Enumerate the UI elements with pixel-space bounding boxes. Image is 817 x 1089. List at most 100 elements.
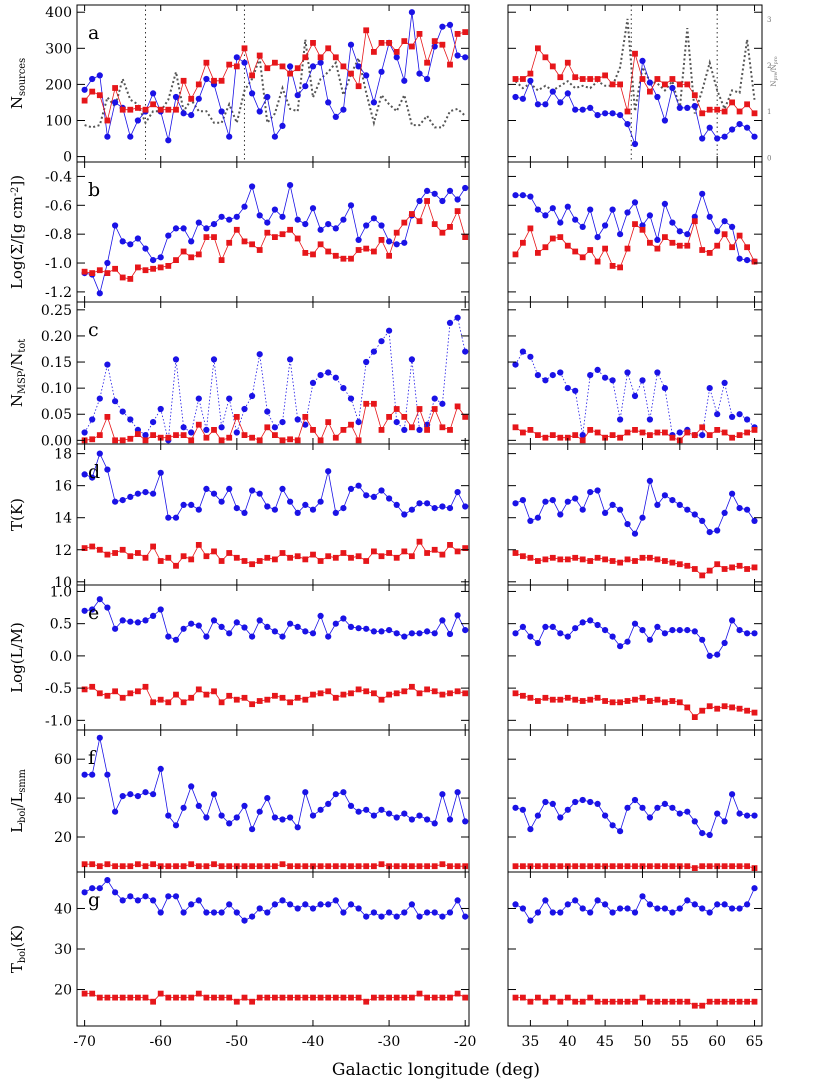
red-series-b-point xyxy=(520,239,526,246)
blue-series-b-point xyxy=(157,254,164,261)
blue-series-c-point xyxy=(302,421,309,428)
red-series-f-point xyxy=(587,863,594,870)
red-series-b-point xyxy=(142,267,149,274)
blue-series-d-point xyxy=(294,509,301,516)
blue-series-g-point xyxy=(624,905,631,912)
red-series-b-point xyxy=(294,235,301,242)
blue-series-e-point xyxy=(676,627,683,634)
red-series-d-point xyxy=(647,554,653,561)
red-series-d-point xyxy=(264,554,271,561)
red-series-c-point xyxy=(218,437,225,444)
y-tick-label: 0.10 xyxy=(41,381,72,397)
red-series-e-point xyxy=(180,699,187,706)
red-series-a-point xyxy=(572,74,579,81)
panel-g: -70 -60 -50 -40 -30 -20 20 30 40 35 40 45 50 55 60 65 g T… xyxy=(8,871,763,1050)
blue-series-d-point xyxy=(347,485,355,492)
red-series-c-point xyxy=(165,434,172,441)
red-series-d-point xyxy=(393,554,400,561)
blue-series-c-point xyxy=(639,377,646,384)
blue-series-b-point xyxy=(744,257,751,264)
panel-f-left: 20 40 60 xyxy=(54,729,470,873)
blue-series-f-point xyxy=(594,800,601,808)
panel-letter-c: c xyxy=(88,319,99,341)
red-series-d-point xyxy=(535,558,541,564)
blue-series-a-point xyxy=(249,90,256,97)
blue-series-g-point xyxy=(602,901,609,908)
red-series-b-point xyxy=(89,270,96,276)
red-series-c-point xyxy=(549,432,556,438)
blue-series-e-point xyxy=(89,606,96,613)
blue-series-e-point xyxy=(241,624,248,631)
red-series-c-point xyxy=(416,406,423,412)
red-series-c-point xyxy=(340,427,347,433)
y-tick-label: 20 xyxy=(54,830,72,846)
blue-series-c-point xyxy=(676,429,683,436)
red-series-d-point xyxy=(439,551,446,558)
blue-series-b-point xyxy=(317,226,324,233)
blue-series-b-point xyxy=(386,238,393,245)
red-series-f-point xyxy=(89,861,96,868)
blue-series-g-point xyxy=(714,901,721,908)
blue-series-c-point xyxy=(195,395,202,402)
red-series-b-point xyxy=(564,242,571,249)
red-series-g-point xyxy=(317,994,324,1001)
blue-series-e-point xyxy=(691,628,698,635)
panel-frame xyxy=(76,729,470,873)
panel-letter-e: e xyxy=(88,602,99,624)
x-tick-label: 40 xyxy=(559,1034,577,1050)
red-series-b-point xyxy=(454,208,461,214)
red-series-d-point xyxy=(564,556,571,563)
blue-series-g-point xyxy=(226,901,233,908)
red-series-a-point xyxy=(609,81,616,88)
plot-area-e-left xyxy=(81,596,469,708)
blue-series-g-point xyxy=(180,909,187,916)
red-series-e-point xyxy=(348,690,354,697)
y-axis-label-d: T(K) xyxy=(8,498,26,531)
blue-series-f-point xyxy=(714,810,721,817)
blue-series-d-point xyxy=(691,511,698,518)
blue-series-g-point xyxy=(446,909,454,916)
blue-series-b-point xyxy=(534,206,542,213)
blue-series-d-point xyxy=(462,503,469,510)
blue-series-f-point xyxy=(340,789,347,796)
red-series-a-point xyxy=(203,59,210,66)
red-series-b-point xyxy=(676,242,683,249)
blue-series-c-point xyxy=(241,405,248,413)
blue-series-c-point xyxy=(325,369,332,376)
red-series-e-point xyxy=(249,701,255,708)
red-series-d-point xyxy=(188,556,195,563)
blue-series-f-point xyxy=(309,812,317,819)
panel-frame xyxy=(76,161,470,303)
red-series-d-point xyxy=(378,553,385,560)
red-series-b-point xyxy=(512,251,519,258)
red-series-a-point xyxy=(462,29,469,35)
blue-series-b-point xyxy=(363,222,370,229)
red-series-a-point xyxy=(699,110,706,117)
red-series-g-point xyxy=(572,998,579,1005)
red-series-f-point xyxy=(424,863,430,870)
blue-series-g-point xyxy=(557,909,564,916)
blue-series-f-point xyxy=(279,816,286,823)
red-series-e-point xyxy=(572,696,579,703)
blue-series-b-point xyxy=(564,203,571,210)
red-series-g-point xyxy=(180,994,187,1001)
red-series-a-point xyxy=(579,76,586,82)
red-series-e-point xyxy=(706,703,713,710)
blue-series-d-point xyxy=(112,498,119,505)
blue-series-b-point xyxy=(180,225,187,232)
red-series-b-point xyxy=(751,258,758,265)
blue-series-c-point xyxy=(104,361,111,368)
blue-series-b-point xyxy=(454,196,461,203)
blue-series-b-point xyxy=(424,187,431,194)
blue-series-d-point xyxy=(218,498,225,505)
blue-series-f-point xyxy=(210,791,218,798)
blue-series-g-point xyxy=(241,917,248,924)
red-series-b-point xyxy=(691,218,698,225)
blue-series-e-point xyxy=(542,623,549,631)
blue-series-a-point xyxy=(729,126,736,133)
red-series-g-point xyxy=(89,990,96,997)
blue-series-c-point xyxy=(572,387,579,394)
blue-series-b-point xyxy=(631,199,639,206)
blue-series-e-point xyxy=(587,617,594,624)
blue-series-a-point xyxy=(287,63,294,70)
